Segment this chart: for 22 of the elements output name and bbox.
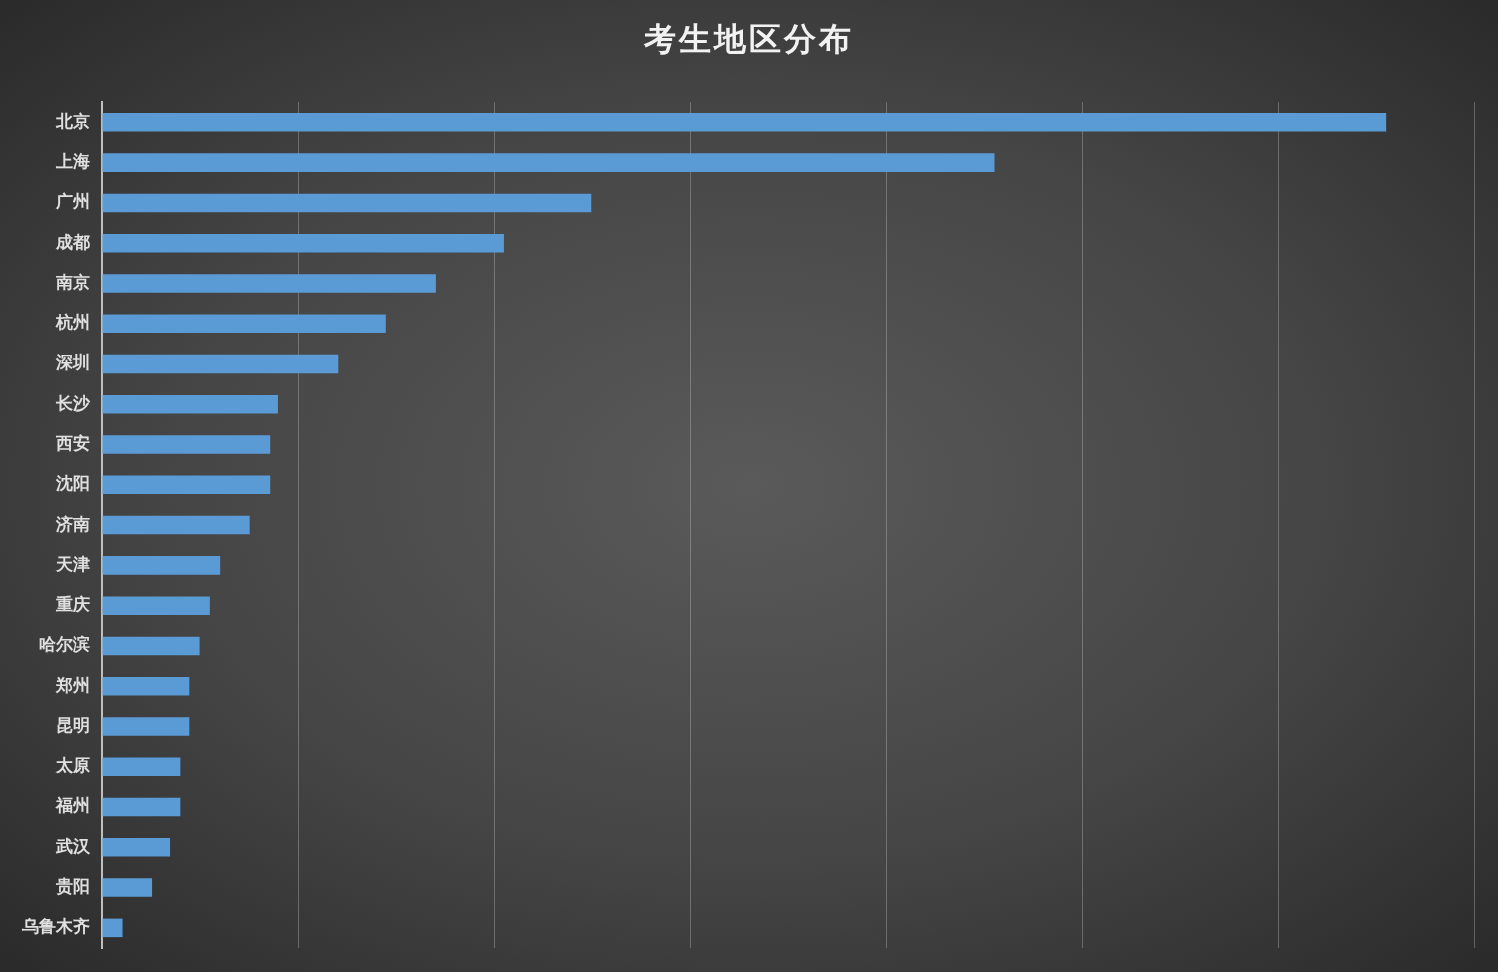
- y-tick-label: 广州: [55, 191, 90, 212]
- y-tick-label: 哈尔滨: [39, 634, 90, 655]
- y-tick-label: 深圳: [55, 352, 90, 373]
- y-tick-label: 南京: [55, 271, 90, 292]
- y-tick-label: 福州: [55, 795, 90, 816]
- y-tick-label: 太原: [55, 755, 90, 776]
- y-tick-label: 郑州: [55, 674, 90, 695]
- y-tick-label: 重庆: [55, 594, 90, 615]
- y-tick-label: 济南: [55, 513, 90, 534]
- y-tick-label: 长沙: [55, 392, 91, 413]
- y-tick-label: 乌鲁木齐: [21, 916, 90, 937]
- chart-title: 考生地区分布: [643, 19, 855, 60]
- y-tick-label: 天津: [55, 553, 90, 574]
- y-tick-label: 沈阳: [55, 473, 90, 494]
- y-tick-label: 北京: [55, 110, 90, 131]
- y-tick-label: 昆明: [56, 714, 90, 735]
- y-tick-label: 杭州: [55, 312, 90, 333]
- y-tick-label: 成都: [55, 231, 90, 252]
- y-tick-label: 贵阳: [55, 876, 90, 897]
- y-tick-label: 武汉: [55, 835, 91, 856]
- y-tick-label: 上海: [55, 151, 90, 172]
- y-tick-label: 西安: [55, 432, 90, 453]
